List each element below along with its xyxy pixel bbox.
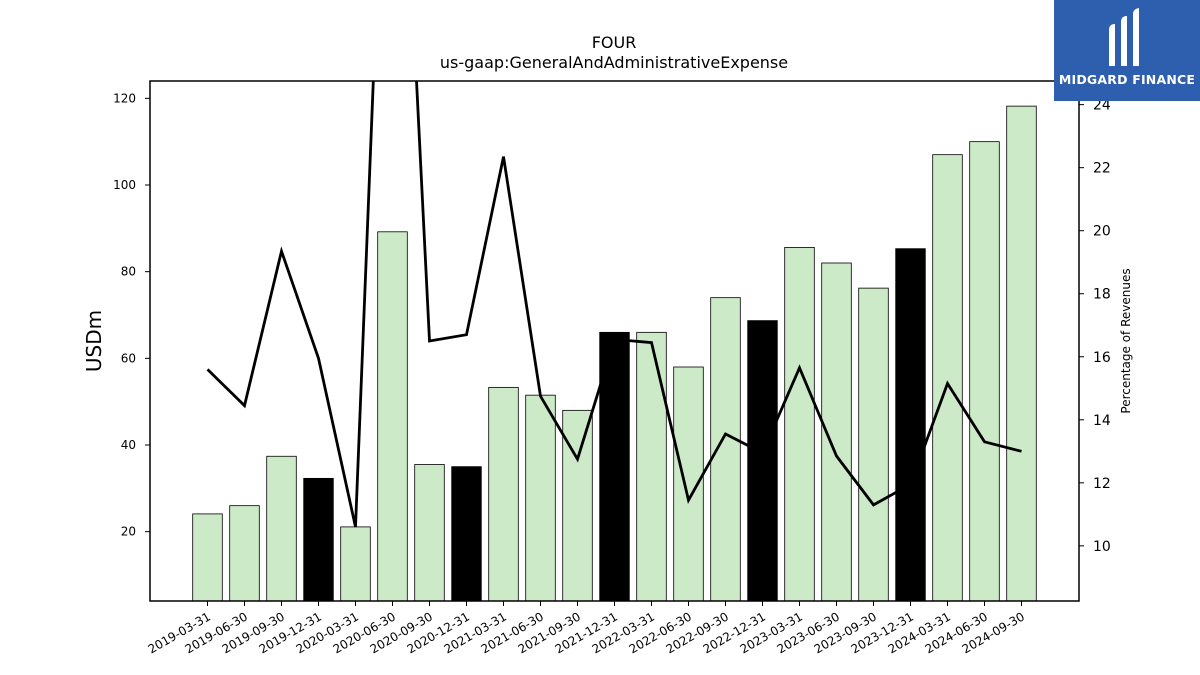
y-left-tick-label: 120 — [113, 91, 136, 105]
y-axis-left: 20 40 60 80 100 120 — [113, 91, 150, 539]
bar-2020-09-30 — [414, 464, 445, 601]
chart-title: FOUR — [592, 33, 637, 52]
bar-2022-09-30 — [710, 297, 741, 601]
midgard-m-logo-icon — [1109, 8, 1139, 66]
y-left-tick-label: 100 — [113, 178, 136, 192]
y-right-tick-label: 10 — [1093, 539, 1111, 555]
y-right-tick-label: 18 — [1093, 287, 1111, 303]
y-axis-left-label: USDm — [82, 310, 106, 372]
bar-series — [192, 105, 1037, 601]
y-left-tick-label: 20 — [121, 525, 136, 539]
y-right-tick-label: 14 — [1093, 413, 1111, 429]
y-left-tick-label: 80 — [121, 265, 136, 279]
y-right-tick-label: 22 — [1093, 161, 1111, 177]
bar-2024-09-30 — [1006, 105, 1037, 601]
y-right-tick-label: 24 — [1093, 98, 1111, 114]
bar-2021-06-30 — [525, 394, 556, 601]
y-right-tick-label: 12 — [1093, 476, 1111, 492]
bar-2023-12-31 — [895, 248, 926, 601]
bar-2023-03-31 — [784, 246, 815, 601]
bar-2020-06-30 — [377, 231, 408, 601]
line-series — [206, 81, 1022, 528]
y-left-tick-label: 40 — [121, 438, 136, 452]
bar-2021-03-31 — [488, 386, 519, 601]
y-right-tick-label: 20 — [1093, 224, 1111, 240]
bar-2019-03-31 — [192, 513, 223, 601]
y-right-tick-label: 16 — [1093, 350, 1111, 366]
bar-2022-12-31 — [747, 320, 778, 601]
bar-2024-06-30 — [969, 141, 1000, 601]
bar-2022-03-31 — [636, 331, 667, 601]
y-axis-right: 10 12 14 16 18 20 22 24 — [1079, 98, 1111, 555]
bar-2019-06-30 — [229, 505, 260, 601]
y-axis-right-label: Percentage of Revenues — [1119, 268, 1133, 413]
percentage-of-revenues-line — [206, 81, 1022, 528]
brand-name: MIDGARD FINANCE — [1058, 72, 1196, 87]
bar-2020-03-31 — [340, 526, 371, 601]
chart-subtitle: us-gaap:GeneralAndAdministrativeExpense — [440, 53, 788, 72]
bar-2020-12-31 — [451, 466, 482, 601]
bar-2021-12-31 — [599, 331, 630, 601]
bar-2024-03-31 — [932, 154, 963, 601]
brand-logo: MIDGARD FINANCE — [1054, 0, 1200, 101]
bar-2023-09-30 — [858, 287, 889, 601]
x-axis: 2019-03-312019-06-302019-09-302019-12-31… — [146, 601, 1027, 656]
bar-2019-09-30 — [266, 455, 297, 601]
bar-2019-12-31 — [303, 477, 334, 601]
y-left-tick-label: 60 — [121, 351, 136, 365]
